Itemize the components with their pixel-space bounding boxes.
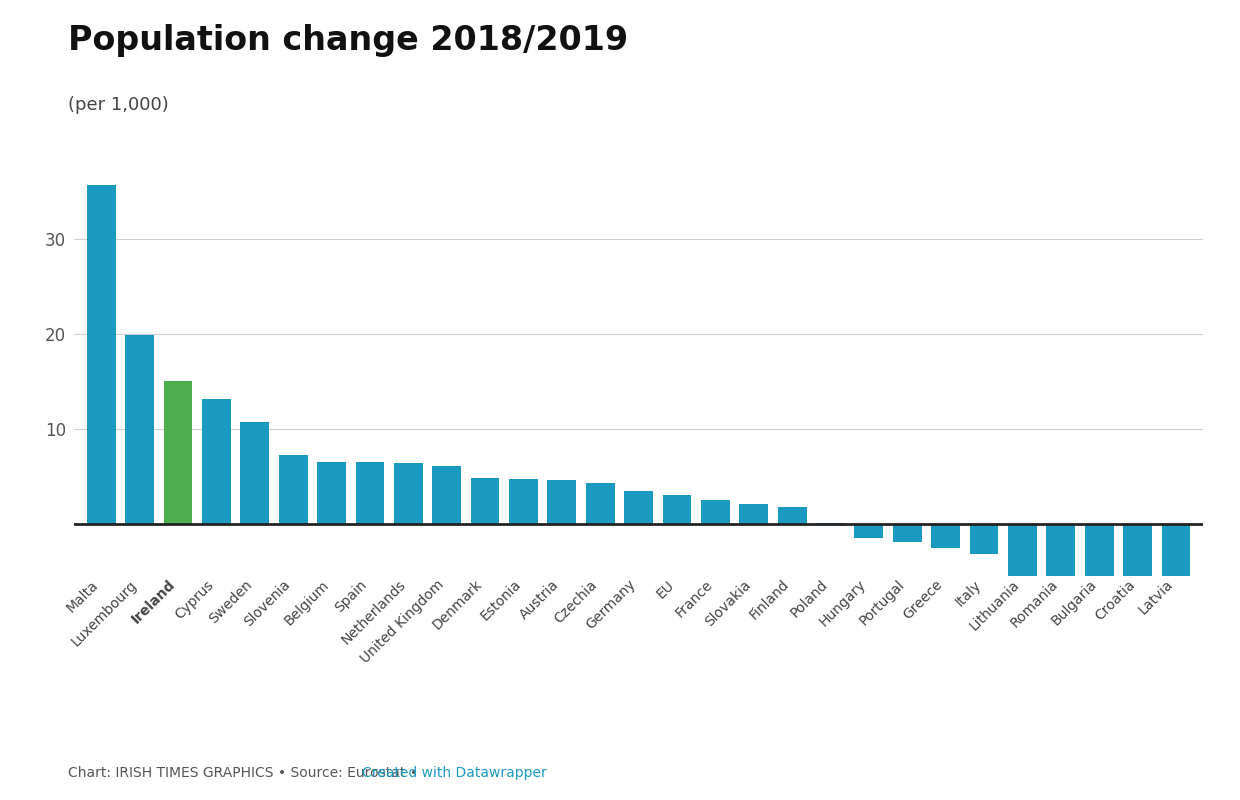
Text: Romania: Romania [1008,578,1060,630]
Bar [547,480,577,524]
Text: Slovakia: Slovakia [702,578,754,629]
Text: Created with Datawrapper: Created with Datawrapper [362,766,547,780]
Text: Belgium: Belgium [281,578,331,628]
Bar [739,504,768,524]
Text: Croatia: Croatia [1092,578,1137,623]
Bar [1162,524,1190,614]
Text: Sweden: Sweden [206,578,254,626]
Text: Poland: Poland [787,578,831,620]
Text: Bulgaria: Bulgaria [1048,578,1099,628]
Text: Hungary: Hungary [817,578,869,630]
Bar [662,495,692,524]
Bar [970,524,998,554]
Text: Netherlands: Netherlands [339,578,408,647]
Text: Latvia: Latvia [1136,578,1176,618]
Text: Italy: Italy [952,578,985,609]
Text: Finland: Finland [746,578,792,622]
Text: France: France [673,578,715,620]
Text: Ireland: Ireland [129,578,179,626]
Text: (per 1,000): (per 1,000) [68,96,169,114]
Bar [202,399,231,524]
Text: EU: EU [653,578,677,601]
Text: Cyprus: Cyprus [172,578,217,622]
Bar [471,478,500,524]
Bar [931,524,960,547]
Text: Czechia: Czechia [552,578,600,626]
Text: Lithuania: Lithuania [967,578,1023,633]
Bar [433,466,461,524]
Text: Denmark: Denmark [430,578,485,633]
Text: Chart: IRISH TIMES GRAPHICS • Source: Eurostat •: Chart: IRISH TIMES GRAPHICS • Source: Eu… [68,766,423,780]
Bar [164,382,192,524]
Bar [854,524,883,538]
Bar [624,490,653,524]
Text: Spain: Spain [332,578,370,615]
Bar [1047,524,1075,598]
Text: Malta: Malta [64,578,102,614]
Bar [1085,524,1114,605]
Text: United Kingdom: United Kingdom [358,578,446,666]
Bar [241,422,269,524]
Bar [1008,524,1037,586]
Text: Portugal: Portugal [857,578,908,628]
Bar [87,185,115,524]
Bar [585,483,615,524]
Bar [1123,524,1152,606]
Bar [125,335,154,524]
Text: Population change 2018/2019: Population change 2018/2019 [68,24,629,57]
Text: Luxembourg: Luxembourg [68,578,140,649]
Bar [510,479,538,524]
Bar [816,523,844,524]
Bar [279,455,308,524]
Bar [317,462,346,524]
Bar [701,500,730,524]
Text: Slovenia: Slovenia [242,578,293,629]
Bar [394,463,423,524]
Text: Greece: Greece [900,578,946,622]
Text: Austria: Austria [517,578,562,622]
Bar [356,462,384,524]
Bar [893,524,921,542]
Text: Germany: Germany [584,578,639,633]
Bar [777,506,806,524]
Text: Estonia: Estonia [477,578,523,623]
